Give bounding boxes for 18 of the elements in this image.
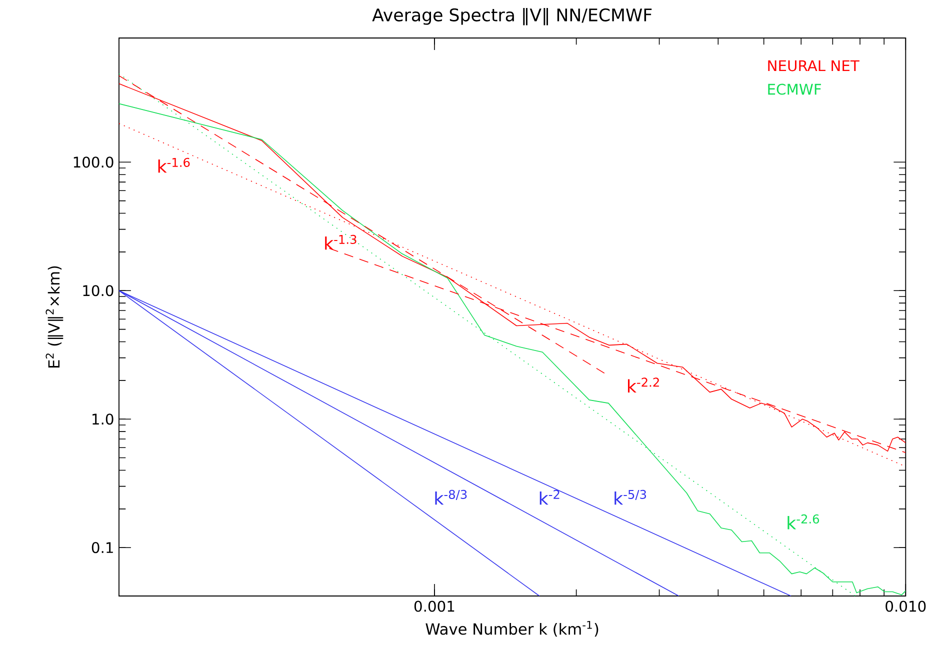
y-tick-label: 0.1 — [92, 542, 113, 554]
annotation: k$^{-2.6}$ — [788, 514, 820, 530]
x-axis-title: Wave Number k (km$^{-1}$) — [426, 620, 598, 637]
y-tick-label: 100.0 — [74, 156, 114, 168]
annotation: k$^{-2.2}$ — [628, 378, 659, 392]
y-tick-label: 1.0 — [92, 414, 114, 425]
x-tick-label: 0.010 — [886, 600, 926, 612]
x-tick-label: 0.001 — [414, 600, 454, 612]
annotation: k$^{-1.6}$ — [158, 158, 190, 173]
y-axis-title: E$^{2}$ (‖V‖$^{2}$×km) — [46, 266, 64, 368]
annotation: k$^{-8/3}$ — [435, 490, 467, 505]
annotation: k$^{-2}$ — [540, 490, 560, 505]
text: ECMWF — [768, 84, 821, 95]
chart-title: Average Spectra ‖V‖ NN/ECMWF — [372, 8, 652, 26]
annotation: k$^{-1.3}$ — [325, 234, 356, 250]
y-tick-label: 10.0 — [83, 285, 114, 296]
text: NEURAL NET — [768, 60, 860, 72]
annotation: k$^{-5/3}$ — [614, 490, 646, 505]
